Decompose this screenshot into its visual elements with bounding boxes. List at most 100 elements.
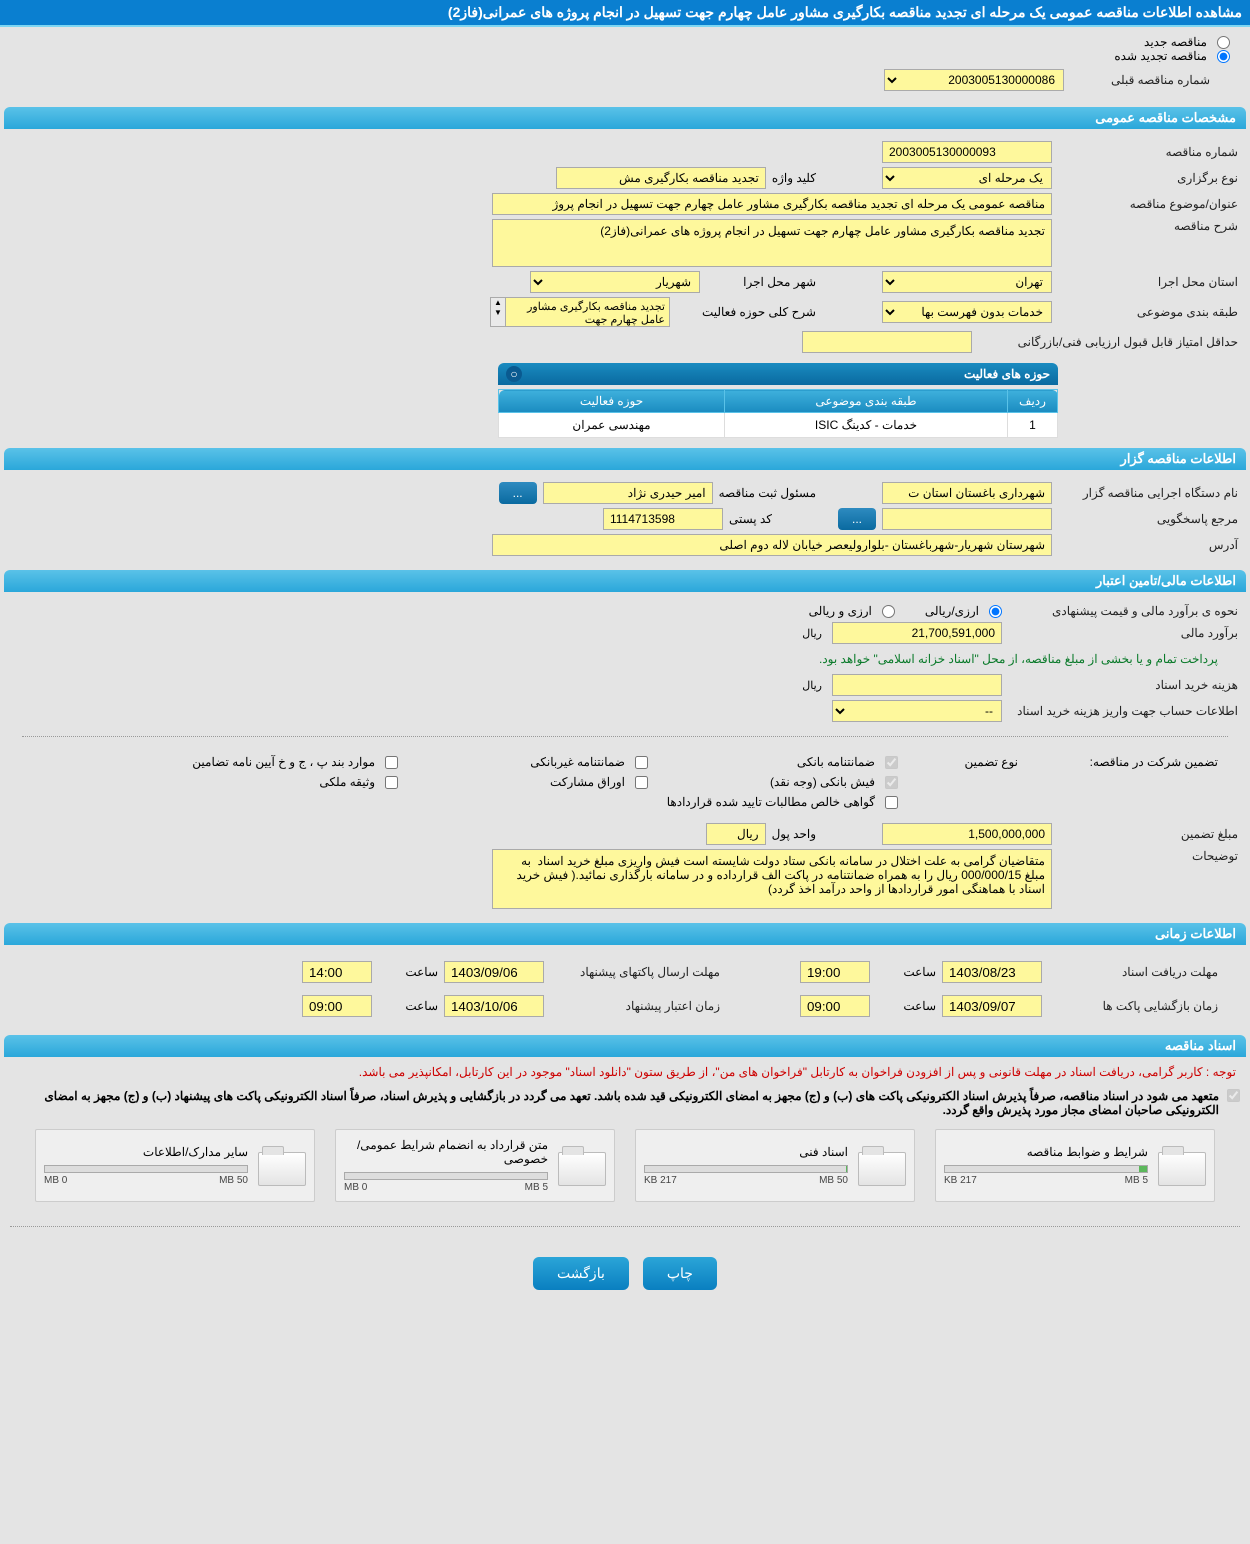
cb-nonbank-label: ضمانتنامه غیربانکی (530, 755, 625, 769)
radio-renewed-tender[interactable] (1217, 50, 1230, 63)
cb-stocks[interactable] (635, 776, 648, 789)
divider (22, 736, 1228, 737)
validity-label: زمان اعتبار پیشنهاد (550, 999, 720, 1013)
section-time-header: اطلاعات زمانی (4, 923, 1246, 945)
open-date[interactable] (942, 995, 1042, 1017)
unit-input[interactable] (706, 823, 766, 845)
collapse-activity-icon[interactable]: ○ (506, 366, 522, 382)
folder-icon (558, 1146, 606, 1186)
guarantee-type-label: نوع تضمین (938, 755, 1018, 769)
cb-deed[interactable] (385, 776, 398, 789)
doc-used: 0 MB (44, 1175, 67, 1186)
doc-used: 217 KB (944, 1175, 977, 1186)
radio-new-label: مناقصه جدید (1144, 35, 1207, 49)
doc-cost-label: هزینه خرید اسناد (1008, 678, 1238, 692)
validity-time[interactable] (302, 995, 372, 1017)
progress-bar (344, 1172, 548, 1180)
bid-deadline-label: مهلت ارسال پاکتهای پیشنهاد (550, 965, 720, 979)
divider (10, 1226, 1240, 1227)
section-docs-header: اسناد مناقصه (4, 1035, 1246, 1057)
doc-title: سایر مدارک/اطلاعات (44, 1145, 248, 1159)
scope-scroll[interactable]: ▲▼ (490, 297, 506, 327)
cb-deed-label: وثیقه ملکی (319, 775, 375, 789)
type-select[interactable]: یک مرحله ای (882, 167, 1052, 189)
open-label: زمان بازگشایی پاکت ها (1048, 999, 1218, 1013)
addr-input[interactable] (492, 534, 1052, 556)
cb-bondp[interactable] (385, 756, 398, 769)
radio-arz[interactable] (882, 605, 895, 618)
est-amount-input[interactable] (832, 622, 1002, 644)
doc-deadline-time[interactable] (800, 961, 870, 983)
print-button[interactable]: چاپ (643, 1257, 717, 1290)
progress-bar (644, 1165, 848, 1173)
acct-select[interactable]: -- (832, 700, 1002, 722)
resp-lookup-button[interactable]: ... (838, 508, 876, 530)
time-word-4: ساعت (378, 999, 438, 1013)
cb-fish-label: فیش بانکی (وجه نقد) (770, 775, 875, 789)
minscore-label: حداقل امتیاز قابل قبول ارزیابی فنی/بازرگ… (978, 335, 1238, 349)
activity-col-row: ردیف (1008, 390, 1058, 413)
open-time[interactable] (800, 995, 870, 1017)
scope-label: شرح کلی حوزه فعالیت (676, 305, 816, 319)
cb-nonbank-guarantee[interactable] (635, 756, 648, 769)
cb-stocks-label: اوراق مشارکت (550, 775, 625, 789)
payment-note: پرداخت تمام و یا بخشی از مبلغ مناقصه، از… (12, 648, 1238, 670)
province-label: استان محل اجرا (1058, 275, 1238, 289)
radio-renewed-label: مناقصه تجدید شده (1114, 49, 1207, 63)
city-select[interactable]: شهریار (530, 271, 700, 293)
exec-input[interactable] (882, 482, 1052, 504)
cb-bank-label: ضمانتنامه بانکی (797, 755, 875, 769)
resp-label: مرجع پاسخگویی (1058, 512, 1238, 526)
cb-bank-guarantee[interactable] (885, 756, 898, 769)
docs-note-red: توجه : کاربر گرامی، دریافت اسناد در مهلت… (4, 1061, 1246, 1083)
prev-number-select[interactable]: 2003005130000086 (884, 69, 1064, 91)
type-label: نوع برگزاری (1058, 171, 1238, 185)
cb-receivables[interactable] (885, 796, 898, 809)
docs-commitment-checkbox[interactable] (1227, 1089, 1240, 1102)
keyword-input[interactable] (556, 167, 766, 189)
minscore-input[interactable] (802, 331, 972, 353)
rial-unit: ریال (802, 627, 822, 640)
progress-bar (44, 1165, 248, 1173)
notes-label: توضیحات (1058, 849, 1238, 863)
exec-label: نام دستگاه اجرایی مناقصه گزار (1058, 486, 1238, 500)
doc-tile-technical[interactable]: اسناد فنی 50 MB217 KB (635, 1129, 915, 1202)
activity-col-scope: حوزه فعالیت (499, 390, 725, 413)
bid-deadline-time[interactable] (302, 961, 372, 983)
desc-textarea[interactable] (492, 219, 1052, 267)
reg-lookup-button[interactable]: ... (499, 482, 537, 504)
validity-date[interactable] (444, 995, 544, 1017)
doc-title: اسناد فنی (644, 1145, 848, 1159)
reg-input[interactable] (543, 482, 713, 504)
classif-select[interactable]: خدمات بدون فهرست بها (882, 301, 1052, 323)
radio-new-tender[interactable] (1217, 36, 1230, 49)
keyword-label: کلید واژه (772, 171, 816, 185)
doc-tile-contract[interactable]: متن قرارداد به انضمام شرایط عمومی/خصوصی … (335, 1129, 615, 1202)
cb-fish[interactable] (885, 776, 898, 789)
back-button[interactable]: بازگشت (533, 1257, 629, 1290)
notes-textarea[interactable] (492, 849, 1052, 909)
radio-rial[interactable] (989, 605, 1002, 618)
province-select[interactable]: تهران (882, 271, 1052, 293)
scope-text: تجدید مناقصه بکارگیری مشاور عامل چهارم ج… (506, 297, 670, 327)
tender-number-input[interactable] (882, 141, 1052, 163)
addr-label: آدرس (1058, 538, 1238, 552)
radio-rial-label: ارزی/ریالی (925, 604, 979, 618)
doc-deadline-date[interactable] (942, 961, 1042, 983)
doc-deadline-label: مهلت دریافت اسناد (1048, 965, 1218, 979)
bid-deadline-date[interactable] (444, 961, 544, 983)
doc-total: 5 MB (1125, 1175, 1148, 1186)
doc-tile-conditions[interactable]: شرایط و ضوابط مناقصه 5 MB 217 KB (935, 1129, 1215, 1202)
guarantee-amount-input[interactable] (882, 823, 1052, 845)
postal-input[interactable] (603, 508, 723, 530)
folder-icon (858, 1146, 906, 1186)
doc-cost-input[interactable] (832, 674, 1002, 696)
doc-title: شرایط و ضوابط مناقصه (944, 1145, 1148, 1159)
resp-input[interactable] (882, 508, 1052, 530)
subject-label: عنوان/موضوع مناقصه (1058, 197, 1238, 211)
guarantee-label: تضمین شرکت در مناقصه: (1058, 755, 1218, 769)
doc-tile-other[interactable]: سایر مدارک/اطلاعات 50 MB0 MB (35, 1129, 315, 1202)
guarantee-amount-label: مبلغ تضمین (1058, 827, 1238, 841)
time-word-2: ساعت (378, 965, 438, 979)
subject-input[interactable] (492, 193, 1052, 215)
